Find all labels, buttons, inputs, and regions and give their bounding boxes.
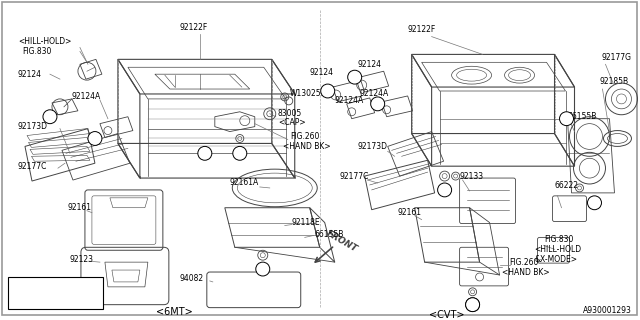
Text: 92123: 92123 — [70, 255, 94, 264]
Text: 1: 1 — [470, 302, 475, 308]
Text: 2: 2 — [325, 88, 330, 94]
Text: W130092: W130092 — [34, 296, 70, 305]
Text: 94082: 94082 — [180, 275, 204, 284]
Text: <HAND BK>: <HAND BK> — [283, 142, 330, 151]
Text: 92124A: 92124A — [72, 92, 101, 101]
Text: 92185B: 92185B — [600, 76, 628, 86]
Text: FIG.260: FIG.260 — [290, 132, 319, 141]
Text: 92124: 92124 — [18, 70, 42, 79]
Circle shape — [588, 196, 602, 210]
Text: 1: 1 — [442, 187, 447, 193]
Circle shape — [559, 112, 573, 126]
Text: 66222: 66222 — [554, 181, 579, 190]
Circle shape — [465, 298, 479, 312]
Circle shape — [465, 298, 479, 312]
Text: 92173D: 92173D — [358, 142, 388, 151]
Circle shape — [348, 70, 362, 84]
Text: A930001293: A930001293 — [582, 306, 632, 315]
Circle shape — [13, 295, 25, 307]
Text: <6MT>: <6MT> — [156, 307, 193, 316]
Text: <HILL-HOLD: <HILL-HOLD — [534, 245, 582, 254]
Text: <HILL-HOLD>: <HILL-HOLD> — [18, 37, 71, 46]
Bar — [8, 277, 103, 308]
Text: W130251: W130251 — [290, 90, 326, 99]
Text: 92124: 92124 — [310, 68, 333, 77]
Text: FIG.260: FIG.260 — [509, 258, 539, 267]
Circle shape — [198, 146, 212, 160]
Circle shape — [13, 279, 25, 291]
Circle shape — [438, 183, 452, 197]
Text: 92124A: 92124A — [335, 96, 364, 105]
Text: FRONT: FRONT — [324, 229, 359, 254]
Circle shape — [371, 97, 385, 111]
Text: 2: 2 — [47, 114, 52, 120]
Text: 92118E: 92118E — [292, 218, 321, 227]
Text: <CVT>: <CVT> — [429, 309, 465, 320]
Text: 92161: 92161 — [397, 208, 422, 217]
Text: 66155B: 66155B — [568, 112, 597, 121]
Text: FIG.830: FIG.830 — [22, 47, 51, 56]
Circle shape — [321, 84, 335, 98]
Text: FIG.830: FIG.830 — [545, 235, 574, 244]
Text: 92133: 92133 — [460, 172, 484, 180]
Text: 2: 2 — [93, 135, 97, 141]
Text: 2: 2 — [17, 298, 21, 304]
Text: 1: 1 — [237, 150, 242, 156]
Text: &X-MODE>: &X-MODE> — [534, 255, 577, 264]
Text: 1: 1 — [202, 150, 207, 156]
Text: 92161A: 92161A — [230, 179, 259, 188]
Text: 1: 1 — [260, 266, 265, 272]
Text: 92122F: 92122F — [180, 23, 208, 32]
Text: 92173D: 92173D — [18, 122, 48, 131]
Text: 92161: 92161 — [68, 203, 92, 212]
Text: 92177G: 92177G — [602, 53, 632, 62]
Text: 1: 1 — [470, 302, 475, 308]
Text: 2: 2 — [352, 74, 357, 80]
Text: Q500031: Q500031 — [34, 280, 69, 289]
Text: 2: 2 — [375, 101, 380, 107]
Text: 83005: 83005 — [278, 109, 302, 118]
Circle shape — [88, 132, 102, 145]
Text: 1: 1 — [17, 282, 21, 288]
Text: 66155B: 66155B — [315, 230, 344, 239]
Circle shape — [43, 110, 57, 124]
Text: 92122F: 92122F — [408, 25, 436, 34]
Text: 92177C: 92177C — [340, 172, 369, 180]
Circle shape — [256, 262, 270, 276]
Text: 92124: 92124 — [358, 60, 381, 69]
Text: <HAND BK>: <HAND BK> — [502, 268, 549, 276]
Text: 92177C: 92177C — [18, 162, 47, 171]
Text: <CAP>: <CAP> — [278, 118, 305, 127]
Text: 1: 1 — [592, 200, 597, 206]
Text: 92124A: 92124A — [360, 90, 389, 99]
Text: 2: 2 — [564, 116, 569, 122]
Circle shape — [233, 146, 247, 160]
